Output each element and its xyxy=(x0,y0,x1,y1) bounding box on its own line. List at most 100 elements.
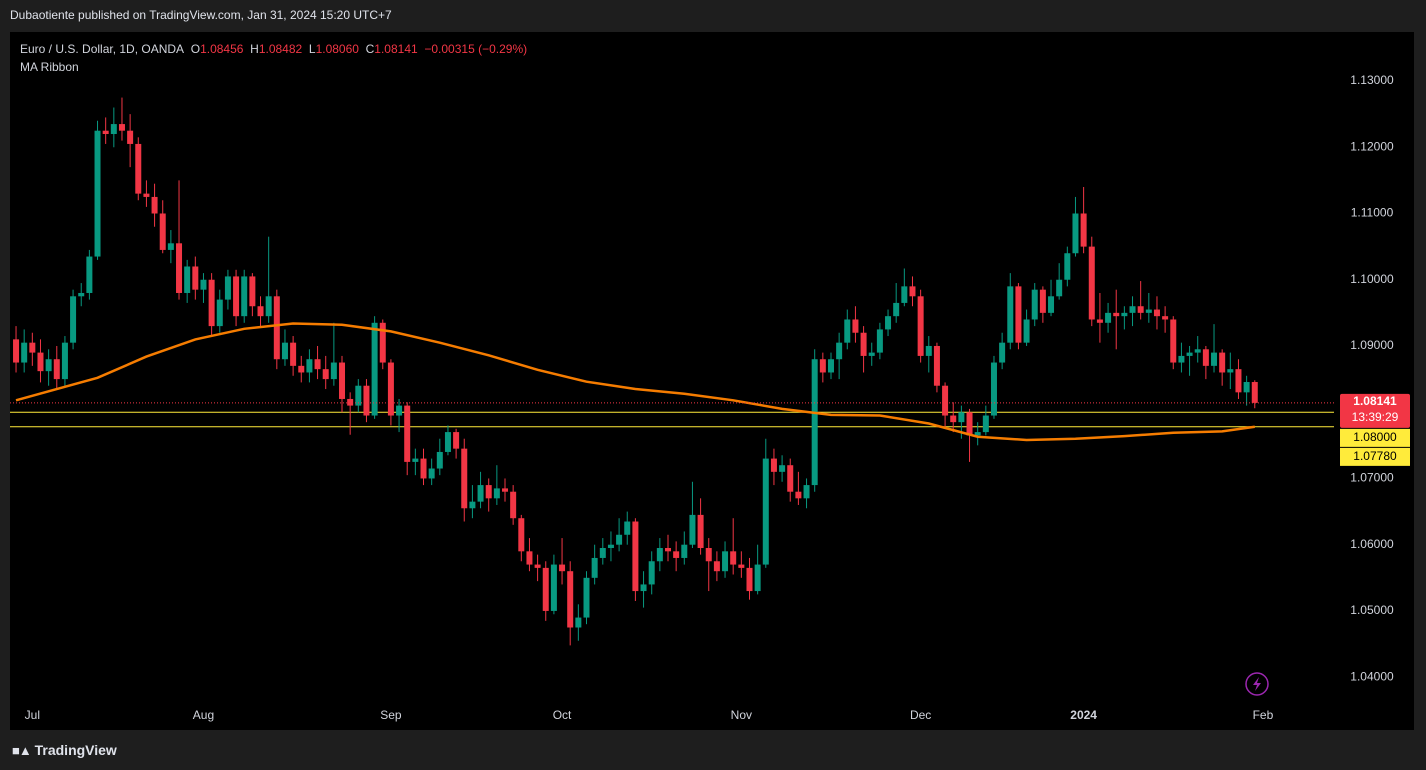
ohlc-value: 1.08141 xyxy=(374,42,418,56)
candle-body xyxy=(1235,369,1242,393)
candle-body xyxy=(599,548,606,558)
candle-body xyxy=(1096,319,1103,323)
candle-body xyxy=(110,124,117,135)
candle-body xyxy=(1243,382,1250,393)
candle-body xyxy=(436,451,443,469)
candle-body xyxy=(730,551,737,565)
candle-body xyxy=(1072,213,1079,254)
candle-body xyxy=(176,243,183,293)
candle-body xyxy=(347,398,354,406)
candle-body xyxy=(648,561,655,585)
candle-body xyxy=(241,276,248,317)
candle-body xyxy=(770,458,777,472)
candle-body xyxy=(656,548,663,562)
ohlc-value: 1.08060 xyxy=(315,42,359,56)
countdown: 13:39:29 xyxy=(1352,410,1399,424)
candle-body xyxy=(200,279,207,290)
publish-info: Dubaotiente published on TradingView.com… xyxy=(10,8,392,22)
candle-body xyxy=(29,342,36,353)
candle-body xyxy=(298,365,305,373)
candle-body xyxy=(13,339,20,363)
candle-body xyxy=(224,276,231,300)
candle-body xyxy=(974,432,981,436)
ohlc-value: 1.08456 xyxy=(200,42,244,56)
x-tick-label: Nov xyxy=(731,708,752,722)
x-tick-label: 2024 xyxy=(1070,708,1097,722)
candle-body xyxy=(143,193,150,197)
candle-body xyxy=(1031,289,1038,320)
candle-body xyxy=(379,322,386,363)
candle-body xyxy=(290,342,297,366)
moving-average xyxy=(15,322,1255,442)
candle-body xyxy=(1056,279,1063,297)
candle-body xyxy=(444,432,451,452)
y-tick-label: 1.13000 xyxy=(1350,73,1394,87)
candle-body xyxy=(591,557,598,578)
candle-body xyxy=(632,521,639,592)
candle-body xyxy=(428,468,435,479)
candle-body xyxy=(363,385,370,416)
candle-body xyxy=(273,296,280,360)
candle-body xyxy=(493,488,500,499)
candle-body xyxy=(53,359,60,380)
candle-body xyxy=(257,306,264,317)
x-tick-label: Feb xyxy=(1253,708,1274,722)
candle-body xyxy=(167,243,174,250)
y-tick-label: 1.07000 xyxy=(1350,471,1394,485)
candle-body xyxy=(404,405,411,462)
candle-body xyxy=(1170,319,1177,363)
x-tick-label: Sep xyxy=(380,708,402,722)
candle-body xyxy=(1039,289,1046,313)
candle-body xyxy=(526,551,533,565)
candle-body xyxy=(265,296,272,317)
candle-body xyxy=(127,130,134,144)
indicator-name[interactable]: MA Ribbon xyxy=(20,60,79,74)
candle-body xyxy=(477,485,484,502)
candle-body xyxy=(738,564,745,568)
candle-body xyxy=(1048,296,1055,313)
candle-body xyxy=(550,564,557,611)
candle-body xyxy=(779,465,786,472)
candle-body xyxy=(322,369,329,380)
y-tick-label: 1.11000 xyxy=(1351,206,1394,220)
symbol-title: Euro / U.S. Dollar, 1D, OANDA xyxy=(20,42,185,56)
candle-body xyxy=(412,458,419,462)
candle-body xyxy=(1113,312,1120,317)
hline-label-box xyxy=(1340,428,1410,447)
y-tick-label: 1.12000 xyxy=(1350,139,1394,153)
candle-body xyxy=(1064,253,1071,280)
candle-body xyxy=(1162,316,1169,320)
candle-body xyxy=(787,465,794,492)
candle-body xyxy=(697,514,704,549)
candle-body xyxy=(925,345,932,356)
candle-body xyxy=(844,319,851,343)
candle-body xyxy=(61,342,68,380)
candle-body xyxy=(990,362,997,416)
hline-label: 1.08000 xyxy=(1353,430,1397,444)
candle-body xyxy=(86,256,93,293)
candle-body xyxy=(1129,306,1136,313)
candle-body xyxy=(1219,352,1226,373)
ohlc-key: C xyxy=(365,42,375,56)
alert-bolt xyxy=(1253,677,1261,691)
candle-body xyxy=(885,316,892,330)
candle-body xyxy=(534,564,541,568)
last-price-label: 1.08141 xyxy=(1353,394,1397,408)
candle-body xyxy=(387,362,394,416)
candle-body xyxy=(1015,286,1022,343)
ohlc-key: L xyxy=(308,42,316,56)
candle-body xyxy=(453,432,460,449)
candle-body xyxy=(1202,349,1209,366)
candle-body xyxy=(518,518,525,552)
candle-body xyxy=(78,292,85,297)
candle-body xyxy=(933,345,940,386)
candle-body xyxy=(607,544,614,549)
candle-body xyxy=(330,362,337,380)
alert-icon[interactable] xyxy=(1245,672,1269,696)
candle-body xyxy=(827,359,834,373)
candle-body xyxy=(860,332,867,356)
candle-body xyxy=(249,276,256,307)
candle-body xyxy=(233,276,240,317)
candle-body xyxy=(339,362,346,399)
